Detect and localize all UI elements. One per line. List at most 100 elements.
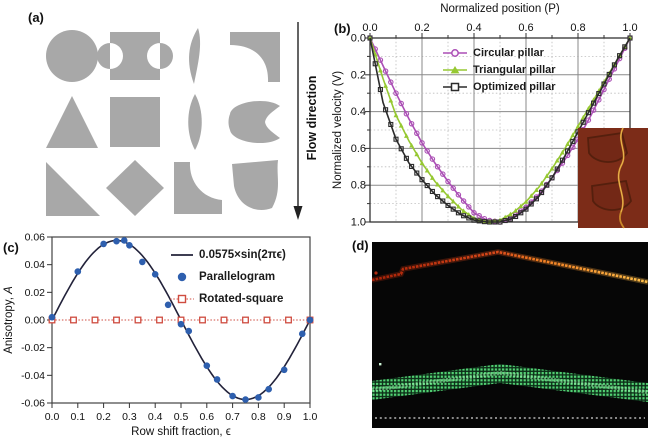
series-marker: [466, 204, 472, 210]
series-marker: [377, 86, 383, 93]
series-marker: [419, 160, 425, 166]
x-tick-label: 0.8: [570, 22, 585, 34]
y-tick-label: -0.04: [21, 370, 45, 382]
legend-item-rotated-square: Rotated-square: [170, 288, 286, 310]
rotated-square-marker: [113, 316, 120, 324]
legend-item-sine: 0.0575×sin(2πϵ): [170, 244, 286, 266]
series-marker: [456, 203, 461, 209]
rotated-square-marker: [285, 316, 292, 324]
series-marker: [404, 133, 409, 138]
flow-direction-arrow: [293, 22, 303, 220]
legend-marker-dot: [177, 272, 187, 282]
panel-b-plot: (b) Normalized position (P) Normalized v…: [332, 3, 648, 229]
x-tick-label: 0.0: [45, 411, 60, 423]
flow-direction-label: Flow direction: [305, 76, 319, 161]
legend-marker-open-square: [170, 294, 194, 304]
shape-curved-quad: [232, 160, 278, 210]
series-marker: [518, 203, 524, 209]
series-marker: [388, 121, 394, 128]
series-marker: [617, 53, 623, 59]
y-tick-label: 0.8: [351, 180, 366, 192]
panel-c-y-axis-title: Anisotropy, A: [3, 286, 15, 354]
series-marker: [440, 187, 446, 193]
series-marker: [580, 119, 586, 125]
series-marker: [450, 198, 456, 204]
series-marker: [570, 144, 576, 151]
series-marker: [596, 97, 602, 103]
parallelogram-marker: [185, 327, 193, 335]
parallelogram-marker: [100, 240, 107, 248]
series-marker: [590, 107, 597, 113]
legend-item-parallelogram: Parallelogram: [170, 266, 286, 288]
panel-d-canvas: [371, 242, 649, 428]
parallelogram-marker: [164, 301, 172, 309]
panel-b: (b) Normalized position (P) Normalized v…: [330, 0, 653, 232]
panel-d-label: (d): [352, 238, 369, 253]
x-tick-label: 0.4: [466, 22, 481, 34]
legend-label: Triangular pillar: [473, 63, 556, 76]
series-marker: [429, 156, 436, 162]
panel-c-x-axis-title: Row shift fraction, ϵ: [131, 426, 231, 438]
shape-i-beam: [97, 32, 173, 80]
series-marker: [435, 194, 441, 200]
series-marker: [435, 181, 440, 187]
y-tick-label: 0.0: [351, 33, 366, 45]
rotated-square-marker: [91, 316, 99, 324]
series-marker: [544, 182, 550, 188]
rotated-square-marker: [70, 316, 77, 324]
parallelogram-marker: [203, 362, 211, 369]
series-marker: [523, 199, 529, 204]
panel-b-x-axis-title: Normalized position (P): [440, 3, 560, 15]
shape-curved-blade: [189, 28, 201, 84]
series-marker: [565, 148, 571, 154]
series-marker: [627, 35, 633, 41]
series-marker: [403, 111, 410, 117]
shape-square: [110, 97, 160, 147]
y-tick-label: 0.2: [351, 69, 366, 81]
x-tick-label: 0.3: [122, 411, 137, 423]
series-marker: [471, 217, 477, 223]
series-marker: [409, 163, 415, 169]
x-tick-label: 0.2: [96, 411, 111, 423]
series-marker: [382, 68, 389, 74]
series-marker: [388, 97, 394, 103]
y-tick-label: 0.00: [25, 315, 46, 327]
parallelogram-marker: [151, 271, 159, 278]
legend-item-triangular: Triangular pillar: [442, 61, 556, 78]
green-band: [372, 364, 648, 402]
series-marker: [450, 206, 456, 212]
series-marker: [461, 208, 466, 213]
series-marker: [388, 79, 394, 85]
panel-c-content: 0.0 0.1 0.2 0.3 0.4 0.5 0.6 0.7 0.8 0.9 1.0 0.06 0.0…: [21, 232, 317, 424]
red-trace: [371, 250, 649, 284]
series-marker: [513, 213, 519, 220]
y-tick-label: -0.06: [21, 398, 45, 410]
panel-a: (a) Flow: [0, 0, 330, 228]
series-marker: [383, 83, 388, 88]
series-marker: [419, 177, 425, 183]
legend-item-circular: Circular pillar: [442, 44, 556, 61]
series-marker: [398, 122, 404, 128]
series-marker: [534, 187, 539, 192]
panel-c: (c) Anisotropy, A Row shift fraction, ϵ …: [0, 228, 333, 440]
parallelogram-marker: [139, 258, 146, 266]
shape-triangle: [46, 96, 98, 148]
series-marker: [377, 57, 384, 63]
parallelogram-marker: [255, 394, 262, 401]
series-marker: [502, 217, 508, 224]
series-marker: [434, 164, 441, 170]
parallelogram-marker: [126, 242, 133, 249]
series-marker: [528, 201, 534, 207]
legend-marker-circle: [443, 48, 467, 57]
shape-diamond: [106, 160, 164, 216]
shape-corner-bracket: [230, 32, 280, 82]
series-marker: [383, 107, 389, 113]
legend-label: Rotated-square: [199, 293, 284, 305]
legend-label: Optimized pillar: [473, 80, 556, 93]
series-marker: [372, 61, 378, 67]
series-marker: [455, 192, 462, 198]
inset-pillar-outline: [587, 131, 628, 163]
series-marker: [424, 167, 430, 173]
series-marker: [533, 196, 539, 202]
series-marker: [523, 206, 529, 212]
